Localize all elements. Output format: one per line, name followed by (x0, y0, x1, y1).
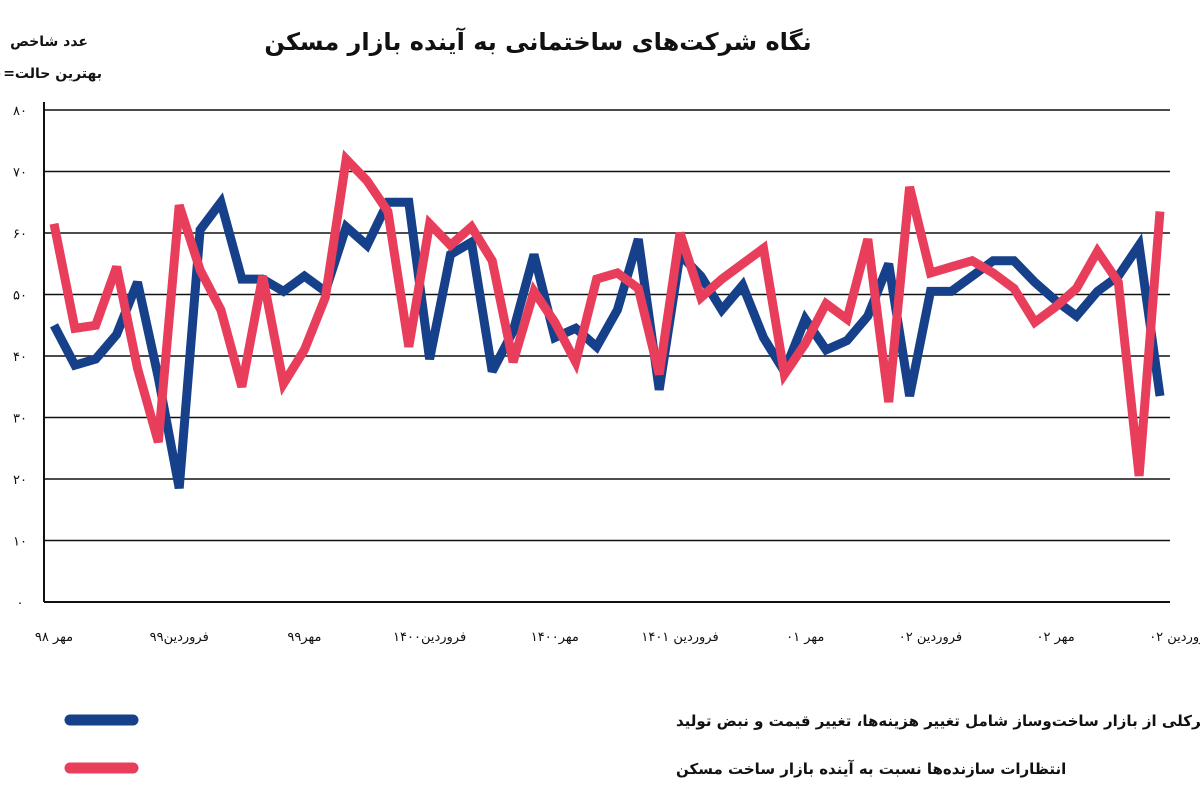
x-tick-label: مهر ۰۱ (786, 630, 824, 645)
y-tick-label: ۴۰ (13, 350, 27, 365)
x-tick-label: فروردین ۰۲ (1149, 630, 1200, 645)
y-tick-label: ۲۰ (13, 473, 27, 488)
x-axis-ticks: مهر ۹۸ فروردین۹۹ مهر۹۹ فروردین۱۴۰۰ مهر۱۴۰۰ فر… (35, 630, 1200, 645)
y-tick-label: ۸۰ (13, 104, 27, 119)
x-tick-label: فروردین ۰۲ (899, 630, 962, 645)
y-tick-label: ۳۰ (13, 412, 27, 427)
y-axis-sublabel: بهترین حالت=۱۰۰ (0, 66, 102, 82)
chart-title: نگاه شرکت‌های ساختمانی به آینده بازار مس… (264, 27, 811, 56)
gridlines (43, 102, 1170, 603)
x-tick-label: مهر۱۴۰۰ (531, 630, 579, 645)
legend-label-2: انتظارات سازنده‌ها نسبت به آینده بازار س… (676, 760, 1066, 778)
x-tick-label: مهر ۹۸ (35, 630, 73, 645)
series-line-2 (49, 149, 1165, 477)
y-tick-label: ۶۰ (13, 227, 27, 242)
y-tick-label: ۱۰ (13, 535, 27, 550)
x-tick-label: مهر۹۹ (287, 630, 321, 645)
series-line-1 (50, 192, 1165, 490)
series-lines (49, 149, 1165, 490)
y-tick-label: ۷۰ (13, 166, 27, 181)
y-tick-label: ۰ (17, 596, 24, 611)
y-axis-label: عدد شاخص (10, 34, 88, 50)
legend-label-1: عدد شامخ کل- تصویرکلی از بازار ساخت‌وساز… (676, 712, 1200, 730)
x-tick-label: مهر ۰۲ (1037, 630, 1075, 645)
y-axis-ticks: ۰ ۱۰ ۲۰ ۳۰ ۴۰ ۵۰ ۶۰ ۷۰ ۸۰ (13, 104, 27, 611)
y-tick-label: ۵۰ (13, 289, 27, 304)
legend: عدد شامخ کل- تصویرکلی از بازار ساخت‌وساز… (64, 712, 1200, 778)
x-tick-label: فروردین۹۹ (150, 630, 209, 645)
x-tick-label: فروردین۱۴۰۰ (393, 630, 466, 645)
x-tick-label: فروردین ۱۴۰۱ (641, 630, 718, 645)
